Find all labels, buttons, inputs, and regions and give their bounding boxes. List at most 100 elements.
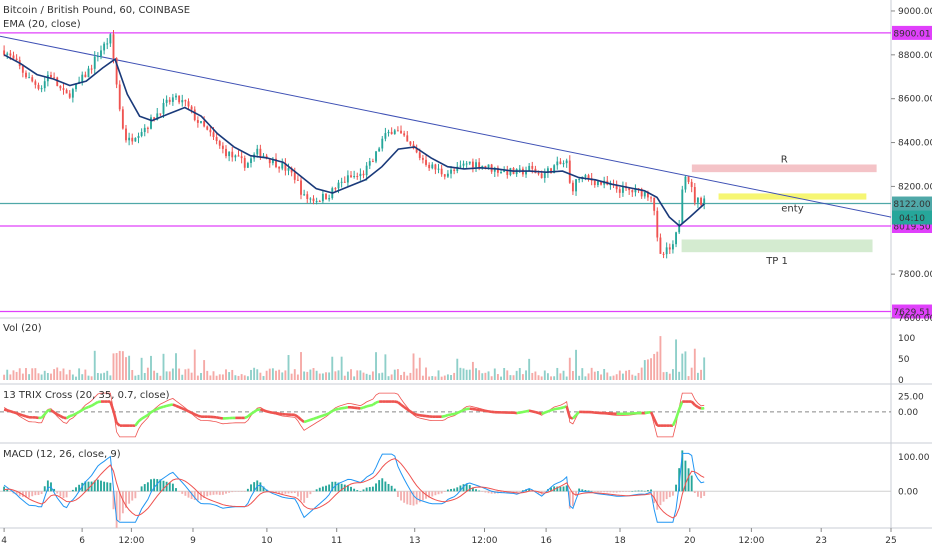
candle-body-26 [84, 74, 87, 78]
hline-tag-2 [892, 304, 932, 319]
candle-body-177 [556, 161, 559, 166]
macd-hist-80 [253, 482, 256, 492]
candle-body-50 [159, 113, 162, 115]
volume-bar-64 [203, 360, 206, 380]
candle-body-142 [446, 173, 449, 177]
candle-body-21 [68, 93, 71, 98]
trix-cross-seg-62 [194, 413, 199, 417]
candle-body-101 [318, 201, 321, 203]
volume-bar-196 [615, 374, 618, 380]
candle-body-0 [3, 50, 6, 55]
macd-hist-117 [368, 487, 371, 492]
macd-hist-146 [459, 485, 462, 492]
candle-body-44 [140, 132, 143, 136]
macd-hist-177 [556, 486, 559, 492]
macd-hist-59 [187, 491, 190, 498]
volume-bar-76 [240, 374, 243, 380]
trix-cross-seg-95 [297, 415, 302, 421]
volume-bar-49 [156, 372, 159, 380]
candle-body-27 [87, 68, 90, 78]
candle-body-113 [356, 176, 359, 178]
price-tick-label-4: 8200.00 [898, 182, 932, 192]
macd-hist-179 [562, 486, 565, 492]
volume-bar-86 [271, 368, 274, 380]
volume-bar-21 [68, 369, 71, 380]
macd-hist-102 [321, 486, 324, 492]
volume-bar-29 [93, 350, 96, 380]
volume-bar-124 [390, 374, 393, 380]
macd-hist-164 [515, 491, 518, 493]
volume-bar-69 [218, 374, 221, 380]
hline-tag-label-3: 8122.00 [893, 200, 930, 210]
zone-0 [691, 164, 877, 173]
macd-hist-153 [481, 491, 484, 492]
volume-bar-58 [184, 369, 187, 380]
candle-body-178 [559, 161, 562, 165]
macd-hist-54 [171, 483, 174, 492]
candle-body-92 [290, 168, 293, 173]
volume-bar-8 [28, 374, 31, 380]
trix-cross-seg-166 [519, 410, 524, 414]
trix-cross-seg-50 [156, 406, 161, 411]
volume-bar-211 [662, 372, 665, 380]
volume-bar-178 [559, 373, 562, 380]
volume-bar-96 [303, 371, 306, 380]
candle-body-87 [275, 158, 277, 168]
macd-hist-114 [359, 491, 362, 492]
hline-tag-label-1: 8019.50 [893, 222, 930, 232]
time-tick-label-2: 12:00 [118, 536, 144, 546]
candle-body-144 [453, 169, 456, 171]
volume-bar-132 [415, 368, 418, 380]
macd-hist-115 [362, 489, 365, 492]
macd-hist-199 [625, 491, 627, 492]
volume-bar-115 [362, 372, 365, 380]
ema-layer [3, 54, 705, 227]
macd-hist-0 [3, 486, 6, 492]
candle-body-66 [209, 129, 212, 133]
candle-body-31 [100, 50, 102, 57]
volume-bar-164 [515, 370, 518, 380]
trix-cross-seg-170 [531, 410, 536, 414]
candle-body-91 [287, 168, 290, 171]
trix-cross-seg-44 [137, 417, 143, 423]
macd-hist-74 [234, 491, 237, 492]
candle-body-1 [6, 53, 9, 55]
time-tick-label-10: 20 [684, 536, 696, 546]
macd-hist-95 [300, 491, 302, 501]
candle-body-172 [540, 173, 543, 179]
volume-bar-12 [40, 374, 43, 380]
candle-body-210 [659, 237, 662, 254]
macd-hist-48 [153, 478, 156, 492]
candle-body-198 [621, 186, 624, 193]
volume-bar-87 [275, 370, 277, 380]
volume-bar-221 [693, 348, 696, 380]
candle-body-93 [293, 172, 296, 180]
macd-hist-180 [565, 485, 568, 492]
macd-hist-138 [434, 491, 437, 496]
candle-body-206 [646, 191, 649, 198]
volume-bar-149 [468, 369, 471, 380]
candle-body-106 [334, 188, 337, 190]
candle-body-209 [656, 210, 659, 238]
horizontal-lines-layer: 8900.01 8019.50 7629.51 8122.00 04:10 [0, 25, 932, 319]
candle-body-39 [125, 128, 127, 141]
macd-hist-120 [378, 480, 381, 492]
macd-hist-194 [609, 491, 612, 493]
volume-bar-62 [196, 375, 199, 380]
price-tick-label-1: 8800.00 [898, 51, 932, 61]
macd-hist-88 [278, 491, 281, 494]
macd-hist-92 [290, 491, 293, 494]
trix-cross-seg-26 [81, 407, 87, 412]
trix-cross-seg-56 [175, 404, 180, 409]
volume-bar-30 [96, 372, 99, 380]
trix-cross-seg-25 [78, 408, 83, 413]
volume-bar-206 [646, 359, 649, 380]
macd-hist-126 [396, 491, 399, 497]
candle-body-108 [340, 181, 343, 183]
countdown-label: 04:10 [899, 214, 925, 224]
candle-body-169 [531, 165, 534, 169]
time-tick-label-9: 18 [614, 536, 626, 546]
macd-hist-137 [431, 491, 434, 497]
volume-bar-155 [487, 371, 490, 380]
